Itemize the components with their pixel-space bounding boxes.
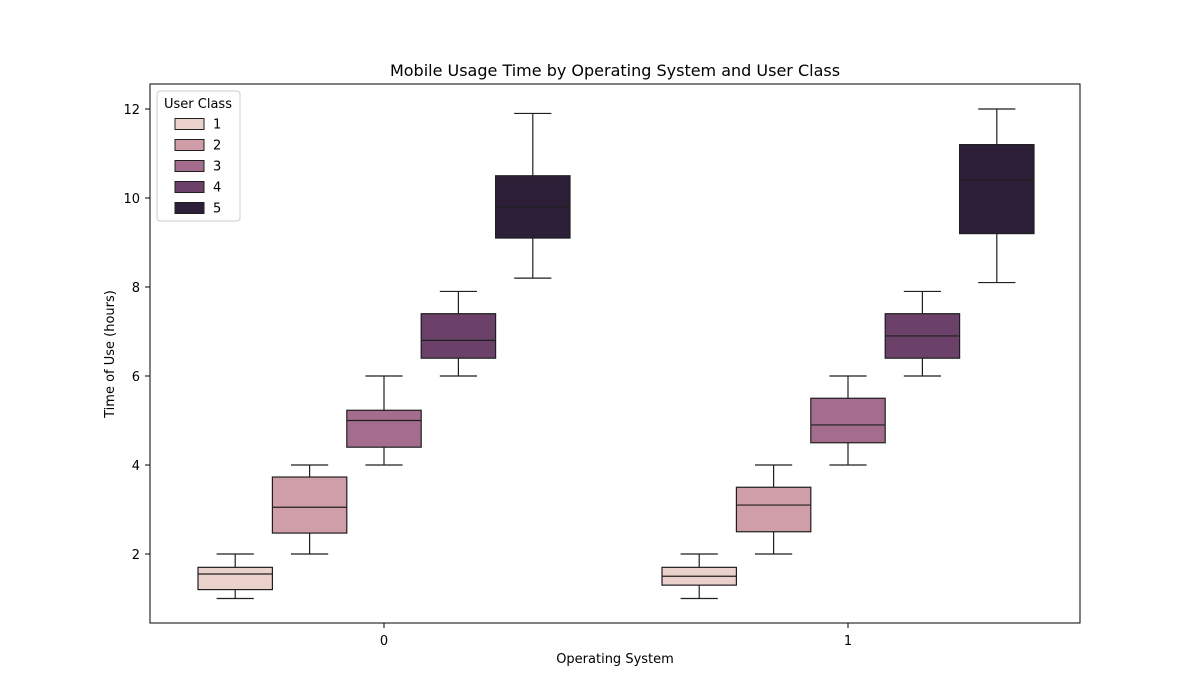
legend-swatch bbox=[174, 139, 205, 151]
box-group-class-5-os-0 bbox=[495, 112, 571, 279]
y-axis-label: Time of Use (hours) bbox=[103, 290, 118, 419]
y-tick-label: 10 bbox=[123, 192, 140, 207]
legend-item-class-4: 4 bbox=[174, 181, 221, 196]
legend-label: 1 bbox=[213, 118, 221, 133]
box-series-layer bbox=[197, 108, 1035, 600]
plot-area-frame bbox=[149, 83, 1081, 624]
box-group-class-5-os-1 bbox=[958, 108, 1035, 284]
box-group-class-2-os-0 bbox=[271, 464, 348, 555]
legend-swatch bbox=[174, 181, 205, 193]
box-group-class-1-os-0 bbox=[197, 553, 274, 600]
x-tick-label: 0 bbox=[380, 634, 388, 649]
x-axis-label: Operating System bbox=[556, 652, 674, 667]
legend-swatch bbox=[174, 118, 205, 130]
chart-title: Mobile Usage Time by Operating System an… bbox=[390, 61, 840, 80]
legend-items: 1 2 3 4 5 bbox=[174, 118, 221, 217]
legend-item-class-5: 5 bbox=[174, 202, 221, 217]
legend-item-class-3: 3 bbox=[174, 160, 221, 175]
box-group-class-2-os-1 bbox=[735, 464, 812, 555]
y-tick-label: 4 bbox=[132, 459, 140, 474]
legend: User Class 1 2 3 4 5 bbox=[156, 90, 241, 222]
box-class-1-os-0 bbox=[197, 566, 274, 591]
legend-label: 4 bbox=[213, 181, 221, 196]
legend-item-class-2: 2 bbox=[174, 139, 221, 154]
box-class-2-os-1 bbox=[735, 486, 812, 533]
x-tick-label: 1 bbox=[844, 634, 852, 649]
box-group-class-4-os-0 bbox=[420, 290, 497, 377]
legend-swatch bbox=[174, 202, 205, 214]
box-class-5-os-1 bbox=[958, 144, 1035, 235]
box-class-3-os-0 bbox=[346, 409, 422, 448]
legend-label: 5 bbox=[213, 202, 221, 217]
y-tick-label: 12 bbox=[123, 103, 140, 118]
y-tick-label: 6 bbox=[132, 370, 140, 385]
box-group-class-3-os-1 bbox=[810, 375, 886, 466]
box-group-class-1-os-1 bbox=[661, 553, 738, 600]
y-tick-label: 8 bbox=[132, 281, 140, 296]
legend-item-class-1: 1 bbox=[174, 118, 221, 133]
legend-label: 2 bbox=[213, 139, 221, 154]
box-group-class-3-os-0 bbox=[346, 375, 422, 466]
legend-swatch bbox=[174, 160, 205, 172]
box-class-3-os-1 bbox=[810, 397, 886, 444]
box-class-4-os-0 bbox=[420, 313, 497, 359]
y-tick-label: 2 bbox=[132, 548, 140, 563]
legend-label: 3 bbox=[213, 160, 221, 175]
box-class-2-os-0 bbox=[271, 476, 348, 534]
y-axis: 2 4 6 8 10 12 bbox=[123, 103, 150, 563]
box-group-class-4-os-1 bbox=[884, 290, 961, 377]
legend-title: User Class bbox=[164, 97, 232, 112]
